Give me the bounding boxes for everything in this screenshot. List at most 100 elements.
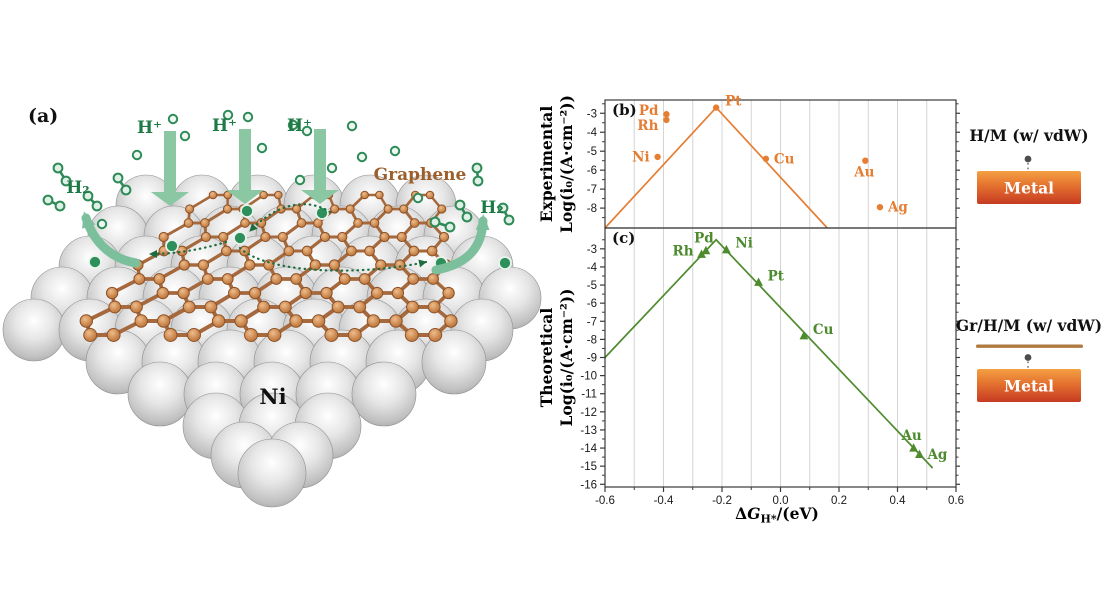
carbon-atom xyxy=(278,300,292,314)
h2-molecule xyxy=(52,162,72,187)
carbon-atom xyxy=(221,245,232,257)
carbon-atom xyxy=(370,286,384,300)
carbon-atom xyxy=(201,273,214,285)
free-protons-and-h2 xyxy=(42,109,515,233)
carbon-atom xyxy=(407,273,420,285)
ni-sphere-stack xyxy=(2,174,542,508)
y-tick-label: -4 xyxy=(587,262,598,274)
proton-flux-arrows xyxy=(151,129,339,206)
y-tick-label: -3 xyxy=(587,108,597,120)
carbon-atom xyxy=(338,273,351,285)
carbon-atom xyxy=(178,259,190,271)
x-tick-label: -0.4 xyxy=(654,495,674,507)
proton xyxy=(326,162,338,174)
data-point-Au xyxy=(909,443,918,452)
carbon-atom xyxy=(163,328,178,342)
carbon-atom xyxy=(364,245,375,257)
carbon-atom xyxy=(301,245,313,257)
h-atom xyxy=(444,221,456,233)
ni-sphere xyxy=(237,438,307,508)
carbon-atom xyxy=(185,204,195,214)
carbon-atom xyxy=(244,259,256,271)
proton xyxy=(256,142,268,154)
point-label-Pt: Pt xyxy=(768,268,785,284)
carbon-atom xyxy=(358,273,371,285)
adsorbed-h-atom xyxy=(240,204,254,218)
h2-release-arrow-left xyxy=(81,211,141,268)
carbon-atom xyxy=(156,286,169,300)
carbon-atom xyxy=(208,190,218,200)
carbon-atom xyxy=(176,245,188,257)
carbon-atom xyxy=(259,190,268,200)
carbon-atom xyxy=(379,231,390,243)
proton xyxy=(346,120,358,132)
carbon-atom xyxy=(157,314,171,328)
carbon-atom xyxy=(211,314,226,328)
h-plus-arrow-icon xyxy=(151,131,189,206)
carbon-atom xyxy=(274,190,283,200)
carbon-atom xyxy=(428,328,443,342)
carbon-atom xyxy=(222,204,233,214)
carbon-atom xyxy=(257,300,271,314)
h-atom xyxy=(429,216,441,228)
h-atom xyxy=(60,175,72,187)
point-label-Ni: Ni xyxy=(632,149,649,165)
data-point-Rh xyxy=(663,116,670,124)
x-tick-label: 0.2 xyxy=(831,495,847,507)
carbon-atom xyxy=(427,273,440,285)
carbon-atom xyxy=(177,286,190,300)
carbon-atom xyxy=(183,218,194,228)
carbon-atom xyxy=(324,328,339,342)
data-point-Ni xyxy=(654,153,661,161)
h2-release-arrows xyxy=(81,211,490,275)
point-label-Au: Au xyxy=(853,165,874,181)
ni-label: Ni xyxy=(259,384,286,409)
carbon-atom xyxy=(375,190,384,200)
carbon-atom xyxy=(319,231,331,243)
ni-sphere xyxy=(2,298,66,362)
h-diffusion-paths xyxy=(148,203,428,272)
carbon-atom xyxy=(409,218,420,228)
proton xyxy=(301,125,313,137)
h2-molecule xyxy=(454,199,473,223)
carbon-atom xyxy=(337,231,348,243)
carbon-atom xyxy=(106,328,121,342)
x-tick-label: 0.0 xyxy=(773,495,789,507)
data-point-Cu xyxy=(799,330,809,340)
legend-grhm-title: Gr/H/M (w/ vdW) xyxy=(956,316,1102,335)
ni-sphere xyxy=(421,329,487,395)
h-atom xyxy=(54,200,66,212)
y-axis-title: Theoretical xyxy=(537,308,556,408)
point-label-Rh: Rh xyxy=(637,118,658,134)
h2-molecule xyxy=(471,162,484,187)
graphene-atoms xyxy=(79,190,458,342)
proton xyxy=(356,151,368,163)
h2-release-arrow-right xyxy=(431,214,490,275)
h-plus-arrow-icon xyxy=(301,129,339,204)
x-axis: -0.6 -0.4 -0.2 0.0 0.2 0.4 0.6 ΔGH*/(eV) xyxy=(595,487,964,526)
volcano-line xyxy=(604,238,934,469)
carbon-atom xyxy=(244,328,258,342)
carbon-atom xyxy=(426,245,438,257)
carbon-atom xyxy=(383,204,393,214)
carbon-atom xyxy=(292,204,302,214)
carbon-atom xyxy=(248,286,262,300)
point-label-Au: Au xyxy=(900,428,921,444)
proton xyxy=(131,149,143,161)
h-plus-label: H⁺ xyxy=(287,116,312,136)
h-diffusion-arrow xyxy=(238,246,428,272)
legend: H/M (w/ vdW) Metal Gr/H/M (w/ vdW) Metal xyxy=(956,126,1102,402)
point-label-Ni: Ni xyxy=(735,236,752,252)
h-atom xyxy=(120,184,132,196)
carbon-atom xyxy=(313,218,323,228)
carbon-atom xyxy=(425,190,435,200)
carbon-atom xyxy=(444,314,458,328)
x-tick-label: 0.4 xyxy=(890,495,907,507)
h2-molecule xyxy=(82,190,103,212)
proton xyxy=(389,145,401,157)
carbon-atom xyxy=(396,231,407,243)
point-label-Cu: Cu xyxy=(813,322,834,338)
carbon-atom xyxy=(346,245,357,257)
carbon-atom xyxy=(240,218,250,228)
